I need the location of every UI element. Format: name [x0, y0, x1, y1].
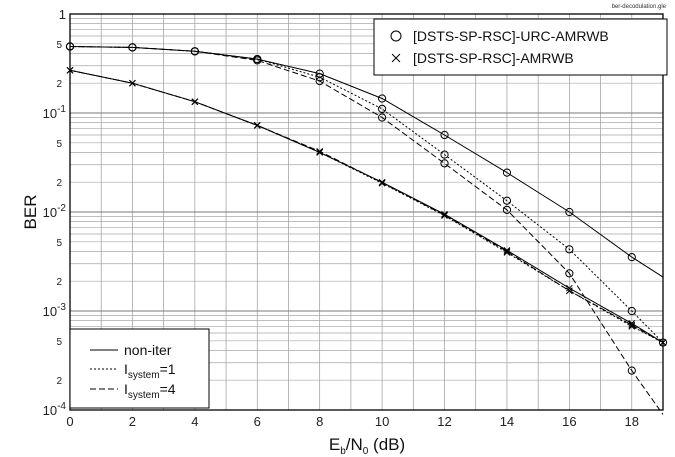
- x-tick-label: 2: [129, 414, 136, 429]
- x-tick-label: 10: [375, 414, 389, 429]
- y-minor-tick-label: 2: [56, 178, 62, 189]
- data-point-cross: [566, 287, 573, 295]
- data-point-circle: [565, 269, 574, 278]
- data-point-circle: [378, 104, 387, 114]
- x-tick-label: 0: [66, 414, 73, 429]
- x-tick-label: 6: [254, 414, 261, 429]
- legend-amrwb-label: [DSTS-SP-RSC]-AMRWB: [413, 50, 574, 66]
- y-tick-exponent: -1: [57, 104, 66, 115]
- data-point-cross: [191, 98, 199, 106]
- y-tick-exponent: -2: [57, 203, 66, 214]
- y-axis-label: BER: [21, 195, 40, 230]
- x-axis-label-unit: (dB): [368, 435, 405, 454]
- y-tick-base: 1: [59, 7, 66, 22]
- file-label: ber-decodulation.gle: [612, 4, 667, 10]
- legend-isys1-base: I: [124, 361, 128, 377]
- y-tick-exponent: -3: [57, 302, 66, 313]
- data-point-circle: [315, 77, 324, 86]
- legend-cross-icon: [391, 53, 401, 63]
- x-axis-label-n: /N: [346, 435, 363, 454]
- y-minor-tick-label: 2: [56, 79, 62, 90]
- data-point-circle: [378, 113, 387, 122]
- legend-circle-icon: [390, 30, 402, 42]
- legend-markers: [DSTS-SP-RSC]-URC-AMRWB [DSTS-SP-RSC]-AM…: [373, 18, 668, 76]
- data-point-circle: [253, 56, 262, 65]
- data-point-circle: [502, 196, 512, 205]
- data-point-cross: [566, 284, 573, 292]
- x-tick-label: 16: [562, 414, 576, 429]
- data-point-circle: [440, 159, 449, 168]
- data-point-circle: [627, 253, 636, 262]
- data-point-cross: [129, 79, 136, 87]
- legend-isys4-tail: =4: [160, 381, 176, 397]
- data-point-circle: [627, 306, 636, 316]
- data-point-circle: [128, 43, 137, 52]
- legend-isys4-base: I: [124, 381, 128, 397]
- data-point-circle: [440, 130, 449, 140]
- legend-lines: non-iter Isystem=1 Isystem=4: [69, 328, 210, 409]
- data-point-circle: [190, 47, 199, 56]
- data-point-circle: [502, 205, 512, 215]
- x-axis-label-sub-0: 0: [363, 446, 369, 457]
- data-point-cross: [316, 147, 324, 155]
- y-tick-base: 10: [43, 304, 57, 319]
- x-tick-label: 8: [316, 414, 323, 429]
- data-point-cross: [628, 322, 636, 330]
- series-line-dashed-circle: [69, 46, 664, 415]
- x-tick-label: 14: [500, 414, 514, 429]
- grid: [70, 14, 663, 410]
- y-tick-base: 10: [43, 106, 57, 121]
- legend-isys1-tail: =1: [160, 361, 176, 377]
- plot-frame: [69, 13, 664, 411]
- y-minor-tick-label: 5: [56, 40, 62, 51]
- y-tick-base: 10: [43, 403, 57, 418]
- data-point-circle: [565, 245, 574, 254]
- y-tick-label: 10-4: [43, 401, 67, 418]
- y-minor-tick-label: 5: [56, 139, 62, 150]
- data-point-cross: [378, 179, 386, 186]
- y-minor-tick-label: 5: [56, 337, 62, 348]
- legend-urc-label: [DSTS-SP-RSC]-URC-AMRWB: [413, 28, 609, 44]
- data-point-circle: [440, 150, 449, 159]
- legend-noniter-label: non-iter: [124, 342, 172, 358]
- x-axis-label-sub-b: b: [340, 446, 346, 457]
- data-point-cross: [441, 211, 448, 219]
- y-minor-tick-label: 2: [56, 277, 62, 288]
- legend-isys1-sub: system: [128, 370, 160, 381]
- y-tick-label: 10-1: [43, 104, 67, 121]
- y-minor-tick-label: 5: [56, 238, 62, 249]
- y-minor-tick-label: 2: [56, 376, 62, 387]
- data-point-cross: [253, 122, 261, 129]
- y-tick-label: 10-2: [43, 203, 67, 220]
- data-point-circle: [378, 94, 387, 103]
- x-axis-label-e: E: [329, 435, 340, 454]
- data-point-cross: [628, 320, 636, 327]
- legend-isys1-label: Isystem=1: [124, 361, 176, 381]
- data-point-circle: [502, 168, 512, 177]
- data-point-circle: [627, 366, 636, 375]
- legend-lines-box: [69, 328, 210, 409]
- legend-markers-box: [373, 18, 668, 76]
- y-tick-label: 1: [59, 7, 66, 22]
- data-point-cross: [503, 248, 511, 255]
- legend-isys4-sub: system: [128, 390, 160, 401]
- y-tick-exponent: -4: [57, 401, 66, 412]
- y-tick-base: 10: [43, 205, 57, 220]
- data-point-circle: [565, 207, 574, 217]
- series-group: [65, 42, 668, 415]
- y-tick-label: 10-3: [43, 302, 67, 319]
- x-tick-label: 4: [191, 414, 198, 429]
- x-tick-label: 18: [625, 414, 639, 429]
- data-point-cross: [628, 321, 636, 329]
- legend-isys4-label: Isystem=4: [124, 381, 176, 401]
- x-axis-label: Eb/N0 (dB): [329, 435, 405, 457]
- x-tick-label: 12: [437, 414, 451, 429]
